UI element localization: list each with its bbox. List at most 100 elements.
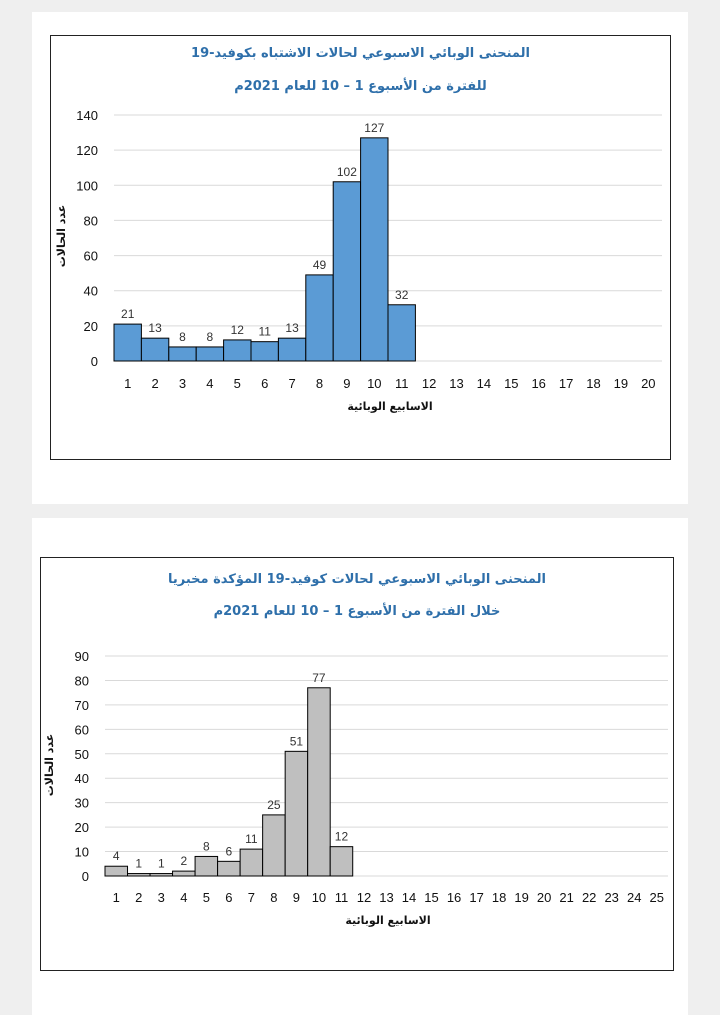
x-tick-label: 7 [248,890,255,905]
bar [168,346,197,362]
x-tick-label: 4 [206,376,213,391]
bar [172,870,196,877]
chart-title: المنحنى الوبائي الاسبوعي لحالات الاشتباه… [191,46,530,61]
y-tick-label: 70 [75,698,89,713]
bar [277,337,307,362]
y-tick-label: 140 [76,108,98,123]
y-tick-label: 0 [82,869,89,884]
x-tick-label: 2 [151,376,158,391]
y-tick-label: 30 [75,796,89,811]
data-label: 49 [313,258,327,272]
y-tick-label: 60 [84,249,98,264]
data-label: 127 [364,121,384,135]
x-tick-label: 3 [158,890,165,905]
data-label: 2 [180,854,187,868]
chart-subtitle: للفترة من الأسبوع 1 – 10 للعام 2021م [234,79,487,94]
chart-svg-confirmed: 0102030405060708090142131425866711825951… [43,649,668,927]
x-tick-label: 15 [424,890,438,905]
x-tick-label: 10 [367,376,381,391]
data-label: 1 [158,857,165,871]
x-tick-label: 6 [225,890,232,905]
x-tick-label: 22 [582,890,596,905]
bar [104,865,129,877]
x-tick-label: 11 [395,376,409,391]
x-tick-label: 25 [650,890,664,905]
bar [223,339,252,362]
chart-confirmed-cases: المنحنى الوبائي الاسبوعي لحالات كوفيد-19… [40,557,674,971]
chart-suspected-cases: المنحنى الوبائي الاسبوعي لحالات الاشتباه… [50,35,671,460]
data-label: 6 [226,844,233,858]
y-tick-label: 120 [76,143,98,158]
y-tick-label: 10 [75,845,89,860]
x-tick-label: 23 [604,890,618,905]
data-label: 51 [290,734,304,748]
x-axis-title: الاسابيع الوبائية [347,400,432,413]
x-tick-label: 4 [180,890,187,905]
chart-subtitle: خلال الفترة من الأسبوع 1 – 10 للعام 2021… [213,604,501,619]
x-tick-label: 15 [504,376,518,391]
bar [127,873,151,877]
x-tick-label: 19 [514,890,528,905]
bar [284,750,309,877]
x-tick-label: 20 [537,890,551,905]
y-tick-label: 40 [84,284,98,299]
x-tick-label: 3 [179,376,186,391]
x-tick-label: 18 [492,890,506,905]
y-tick-label: 60 [75,722,89,737]
bar [194,855,219,877]
bar [239,848,264,877]
bar [332,181,362,362]
bar [387,304,416,362]
data-label: 1 [135,857,142,871]
x-tick-label: 16 [531,376,545,391]
data-label: 13 [148,321,162,335]
x-tick-label: 11 [335,890,349,905]
x-tick-label: 7 [288,376,295,391]
bar [307,687,331,877]
data-label: 25 [267,798,281,812]
x-tick-label: 9 [293,890,300,905]
y-tick-label: 80 [84,213,98,228]
x-tick-label: 21 [559,890,573,905]
x-tick-label: 1 [124,376,131,391]
x-tick-label: 24 [627,890,641,905]
data-label: 13 [285,321,299,335]
y-tick-label: 100 [76,178,98,193]
y-tick-label: 90 [75,649,89,664]
x-tick-label: 12 [357,890,371,905]
data-label: 102 [337,165,357,179]
y-axis-title: عدد الحالات [55,205,68,268]
y-tick-label: 80 [75,673,89,688]
data-label: 12 [231,323,245,337]
bar [329,846,354,877]
chart-svg-suspected: 0204060801001201401212133848512611713849… [55,108,662,413]
bar [195,346,225,362]
y-tick-label: 20 [75,820,89,835]
data-label: 8 [179,330,186,344]
x-tick-label: 5 [234,376,241,391]
x-tick-label: 17 [559,376,573,391]
x-tick-label: 6 [261,376,268,391]
x-axis-title: الاسابيع الوبائية [345,914,430,927]
x-tick-label: 8 [270,890,277,905]
x-tick-label: 19 [614,376,628,391]
data-label: 8 [207,330,214,344]
data-label: 8 [203,839,210,853]
x-tick-label: 2 [135,890,142,905]
y-axis-title: عدد الحالات [43,734,56,797]
bar [305,274,334,362]
data-label: 11 [245,832,258,846]
x-tick-label: 1 [113,890,120,905]
x-tick-label: 14 [402,890,416,905]
y-tick-label: 0 [91,354,98,369]
bar [140,337,170,362]
data-label: 4 [113,849,120,863]
bar [360,137,389,362]
x-tick-label: 5 [203,890,210,905]
x-tick-label: 20 [641,376,655,391]
x-tick-label: 18 [586,376,600,391]
chart-title: المنحنى الوبائي الاسبوعي لحالات كوفيد-19… [168,572,546,587]
bar [250,341,279,362]
y-tick-label: 20 [84,319,98,334]
bar [217,860,241,877]
